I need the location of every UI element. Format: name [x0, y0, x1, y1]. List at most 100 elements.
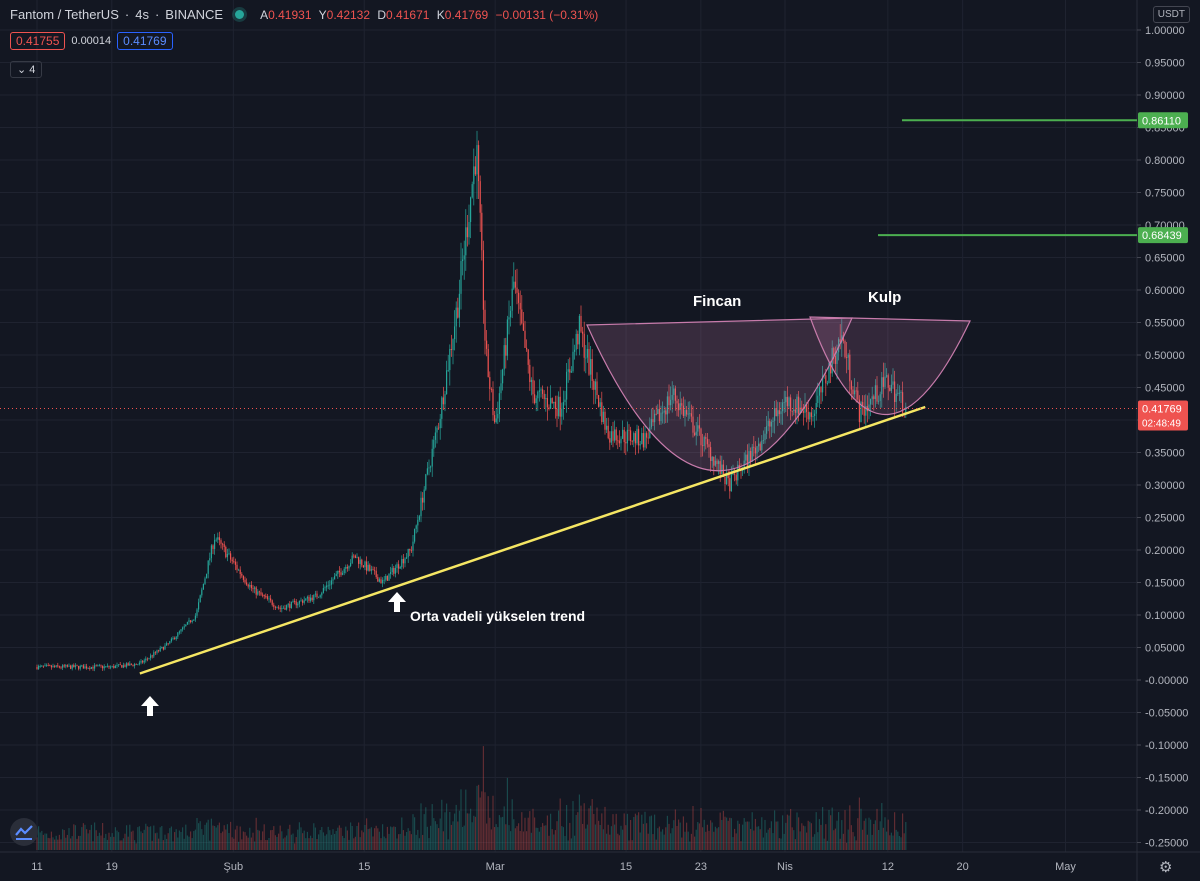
- volume-bar: [612, 814, 614, 850]
- candle-body: [825, 375, 827, 384]
- sell-price-button[interactable]: 0.41755: [10, 32, 66, 50]
- candle-body: [511, 288, 513, 311]
- volume-bar: [367, 829, 369, 850]
- volume-bar: [465, 789, 467, 850]
- volume-bar: [743, 818, 745, 850]
- candle-body: [583, 333, 585, 358]
- y-tick-label: 0.60000: [1145, 285, 1185, 297]
- volume-bar: [777, 821, 779, 850]
- currency-label[interactable]: USDT: [1152, 6, 1190, 23]
- volume-bar: [449, 811, 451, 850]
- volume-bar: [527, 817, 529, 850]
- candle-body: [863, 406, 865, 416]
- candle-body: [590, 359, 592, 375]
- candle-body: [766, 426, 768, 434]
- candle-body: [407, 548, 409, 558]
- grid: [0, 0, 1137, 852]
- volume-bar: [562, 827, 564, 850]
- candle-body: [68, 665, 70, 667]
- volume-bar: [836, 820, 838, 850]
- volume-bar: [398, 834, 400, 850]
- volume-bar: [252, 832, 254, 850]
- volume-bar: [681, 837, 683, 850]
- candle-body: [681, 403, 683, 406]
- volume-bar: [793, 830, 795, 850]
- volume-bar: [526, 831, 528, 850]
- candle-body: [290, 601, 292, 609]
- y-tick-label: 0.30000: [1145, 480, 1185, 492]
- candle-body: [466, 227, 468, 238]
- volume-bar: [324, 835, 326, 850]
- volume-bar: [135, 843, 137, 850]
- candle-body: [655, 413, 657, 415]
- volume-bar: [694, 836, 696, 850]
- volume-bar: [194, 829, 196, 850]
- volume-bar: [346, 830, 348, 850]
- candle-body: [380, 579, 382, 584]
- volume-bar: [268, 837, 270, 850]
- settings-gear-icon[interactable]: ⚙: [1159, 859, 1173, 876]
- candle-body: [562, 402, 564, 409]
- volume-bar: [746, 821, 748, 850]
- volume-bar: [834, 828, 836, 850]
- volume-bar: [876, 808, 878, 850]
- symbol-name[interactable]: Fantom / TetherUS: [10, 7, 119, 22]
- volume-bar: [466, 813, 468, 850]
- annotation-trend: Orta vadeli yükselen trend: [410, 608, 585, 624]
- volume-bar: [442, 831, 444, 850]
- candle-body: [534, 394, 536, 404]
- candle-body: [529, 364, 531, 383]
- candle-body: [62, 665, 64, 668]
- candle-body: [852, 389, 854, 395]
- volume-bar: [404, 835, 406, 850]
- volume-bar: [900, 837, 902, 850]
- candle-body: [770, 421, 772, 427]
- trade-prices: 0.41755 0.00014 0.41769: [10, 32, 173, 50]
- indicators-toggle[interactable]: ⌄ 4: [10, 61, 43, 78]
- candle-body: [423, 489, 425, 503]
- candle-body: [721, 464, 723, 475]
- volume-bar: [844, 810, 846, 850]
- candle-body: [170, 638, 172, 642]
- candle-body: [858, 399, 860, 423]
- candle-body: [871, 396, 873, 400]
- interval[interactable]: 4s: [135, 7, 149, 22]
- volume-bar: [540, 827, 542, 850]
- volume-bar: [361, 830, 363, 850]
- candle-body: [105, 666, 107, 668]
- candle-body: [703, 437, 705, 446]
- volume-bar: [321, 827, 323, 850]
- volume-bar: [244, 832, 246, 850]
- candle-body: [361, 559, 363, 566]
- last-price-tag: [1138, 400, 1188, 431]
- volume-bar: [708, 830, 710, 850]
- y-tick-label: 0.75000: [1145, 188, 1185, 200]
- volume-bar: [609, 834, 611, 850]
- candle-body: [591, 359, 593, 381]
- volume-bar: [826, 840, 828, 850]
- candle-body: [436, 427, 438, 433]
- volume-bar: [185, 824, 187, 850]
- volume-bar: [572, 801, 574, 850]
- volume-bar: [852, 832, 854, 850]
- volume-bar: [841, 820, 843, 850]
- candle-body: [294, 601, 296, 602]
- market-status-icon: [235, 10, 245, 19]
- volume-bar: [330, 834, 332, 850]
- volume-bar: [791, 827, 793, 850]
- volume-bar: [450, 824, 452, 850]
- buy-price-button[interactable]: 0.41769: [117, 32, 173, 50]
- volume-bar: [186, 835, 188, 850]
- candle-body: [138, 662, 140, 665]
- volume-bar: [311, 838, 313, 850]
- candle-body: [607, 425, 609, 439]
- candle-body: [647, 437, 649, 439]
- candle-body: [674, 388, 676, 401]
- volume-bar: [684, 831, 686, 850]
- volume-bar: [220, 833, 222, 850]
- volume-bar: [286, 835, 288, 850]
- volume-bar: [538, 831, 540, 850]
- volume-bar: [884, 817, 886, 850]
- volume-bar: [458, 810, 460, 850]
